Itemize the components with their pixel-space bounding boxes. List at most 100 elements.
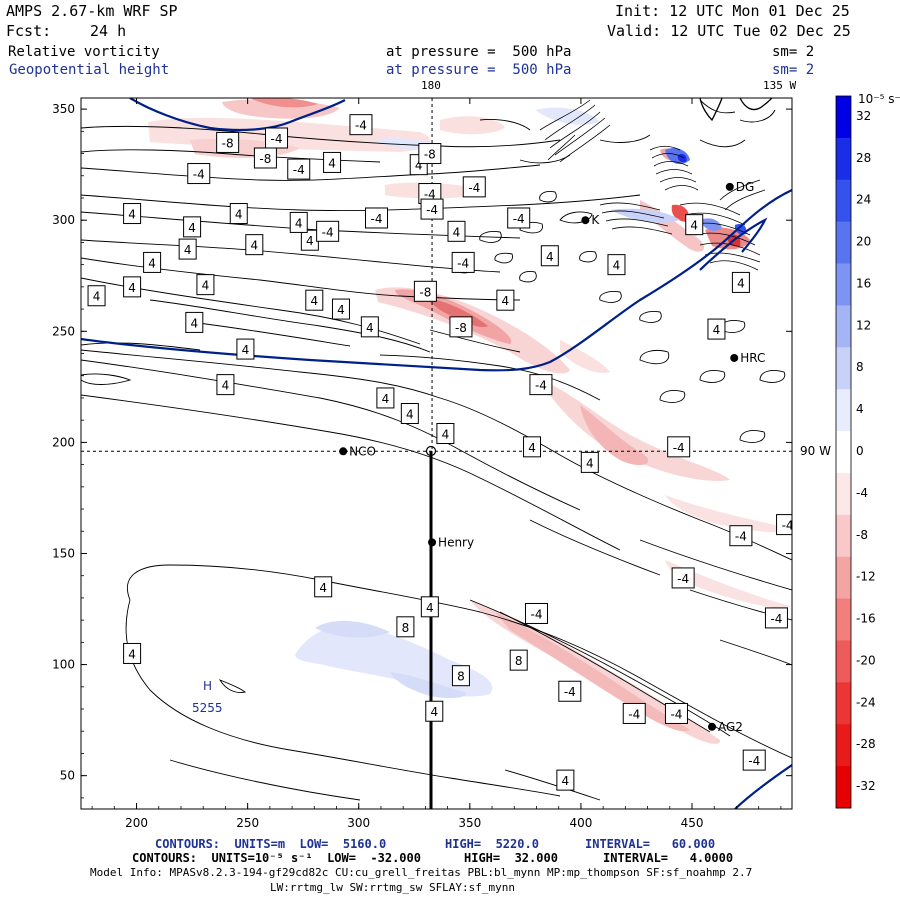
contour-label-text: -4 [564,685,576,699]
field1-level: at pressure = 500 hPa [386,44,572,60]
stations: NCO Henry HRC AG2 K DG [339,180,765,734]
contour-label-box [143,251,162,273]
y-tick-label: 150 [52,546,75,560]
field2-level: at pressure = 500 hPa [386,62,572,78]
station: NCO [339,444,376,458]
contour-label-box [183,216,202,238]
contour-label-box [509,649,528,671]
contour-label-text: 4 [562,774,570,788]
contour-label-box [667,436,691,458]
contour-label-text: -4 [293,163,305,177]
colorbar-label: 24 [856,193,871,207]
plot-frame [80,97,793,810]
reference-point-marker [425,445,437,457]
colorbar-units: 10⁻⁵ s⁻¹ [858,92,900,106]
contour-label: 4 [523,436,542,458]
colorbar-swatch [836,766,851,809]
contour-label-box [87,285,106,307]
positive-vorticity-shading [295,107,747,699]
colorbar-swatch [836,514,851,558]
colorbar-frame [835,95,852,809]
footer-geopotential-interval: INTERVAL= 60.000 [585,837,716,851]
field1-name: Relative vorticity [8,44,160,60]
contour-label-box [123,642,142,664]
contour-label: 4 [331,298,350,320]
contour-label: 4 [425,700,444,722]
contour-label-text: -4 [271,132,283,146]
contour-label: 4 [731,271,750,293]
contour-label-text: 4 [93,290,101,304]
contour-label: 4 [360,316,379,338]
colorbar-label: -12 [856,570,876,584]
colorbar: 32 28 24 20 16 12 8 4 0 -4 -8 -12 -16 -20 -24 -28 -32 [835,95,876,809]
contour-label-text: -4 [670,707,682,721]
y-tick-label: 300 [52,213,75,227]
footer-vorticity-high: HIGH= 32.000 [464,851,558,865]
contour-label: 4 [685,214,704,236]
x-tick-label: 450 [681,816,704,830]
station-label: DG [736,180,755,194]
contour-label: -4 [664,702,688,724]
contour-label: -4 [524,602,548,624]
contour-label: 4 [185,311,204,333]
contour-label-text: -8 [259,152,271,166]
contour-label-box [449,316,473,338]
contour-label: -4 [622,702,646,724]
contour-label-text: -4 [748,754,760,768]
colorbar-swatch [836,347,851,390]
x-tick-label: 350 [458,816,481,830]
contour-label: 4 [229,203,248,225]
contour-label-text: 4 [804,128,812,142]
contour-label: 4 [607,254,626,276]
contour-label-text: 4 [502,294,510,308]
contour-label-box [607,254,626,276]
contour-label: -4 [671,567,695,589]
contour-label-text: -8 [419,285,431,299]
contour-label-box [418,143,442,165]
field2-name: Geopotential height [9,62,170,78]
contour-label-text: 4 [319,581,327,595]
y-tick-label: 250 [52,324,75,338]
geopotential-contour-southeast [734,764,792,809]
contour-label: -8 [413,280,437,302]
contour-label: -4 [742,749,766,771]
contour-label-text: 4 [310,294,318,308]
contour-label: 4 [87,285,106,307]
y-tick-label: 100 [52,658,75,672]
station-dot [730,353,739,362]
contour-label-box [216,374,235,396]
contour-label: 4 [580,451,599,473]
contour-label-text: 4 [222,379,230,393]
colorbar-label: 28 [856,151,871,165]
contour-label-text: 8 [515,654,523,668]
colorbar-swatch [836,556,851,600]
contour-label-text: -8 [222,136,234,150]
colorbar-swatch [836,221,851,265]
contour-label: -4 [451,251,475,273]
contour-label: -4 [420,198,444,220]
contour-label-text: -4 [673,441,685,455]
colorbar-swatch [836,724,851,767]
contour-label-text: 4 [128,647,136,661]
colorbar-label: -4 [856,486,868,500]
contour-label-box [580,451,599,473]
contour-label: -4 [462,176,486,198]
x-tick-label: 400 [569,816,592,830]
contour-label-box [558,680,582,702]
station-label: Henry [438,535,474,549]
station: AG2 [708,720,743,734]
contour-label: -4 [529,374,553,396]
contour-label: -4 [287,158,311,180]
colorbar-swatch [836,263,851,306]
contour-label-text: -4 [468,181,480,195]
contour-label: 4 [143,251,162,273]
contour-label-text: -4 [677,572,689,586]
contour-label-text: 4 [202,279,210,293]
contour-label-text: -4 [457,256,469,270]
colorbar-label: -24 [856,695,876,709]
contour-label: -4 [558,680,582,702]
footer-geopotential-high: HIGH= 5220.0 [445,837,539,851]
contour-label-text: 4 [737,276,745,290]
contour-label: 8 [509,649,528,671]
